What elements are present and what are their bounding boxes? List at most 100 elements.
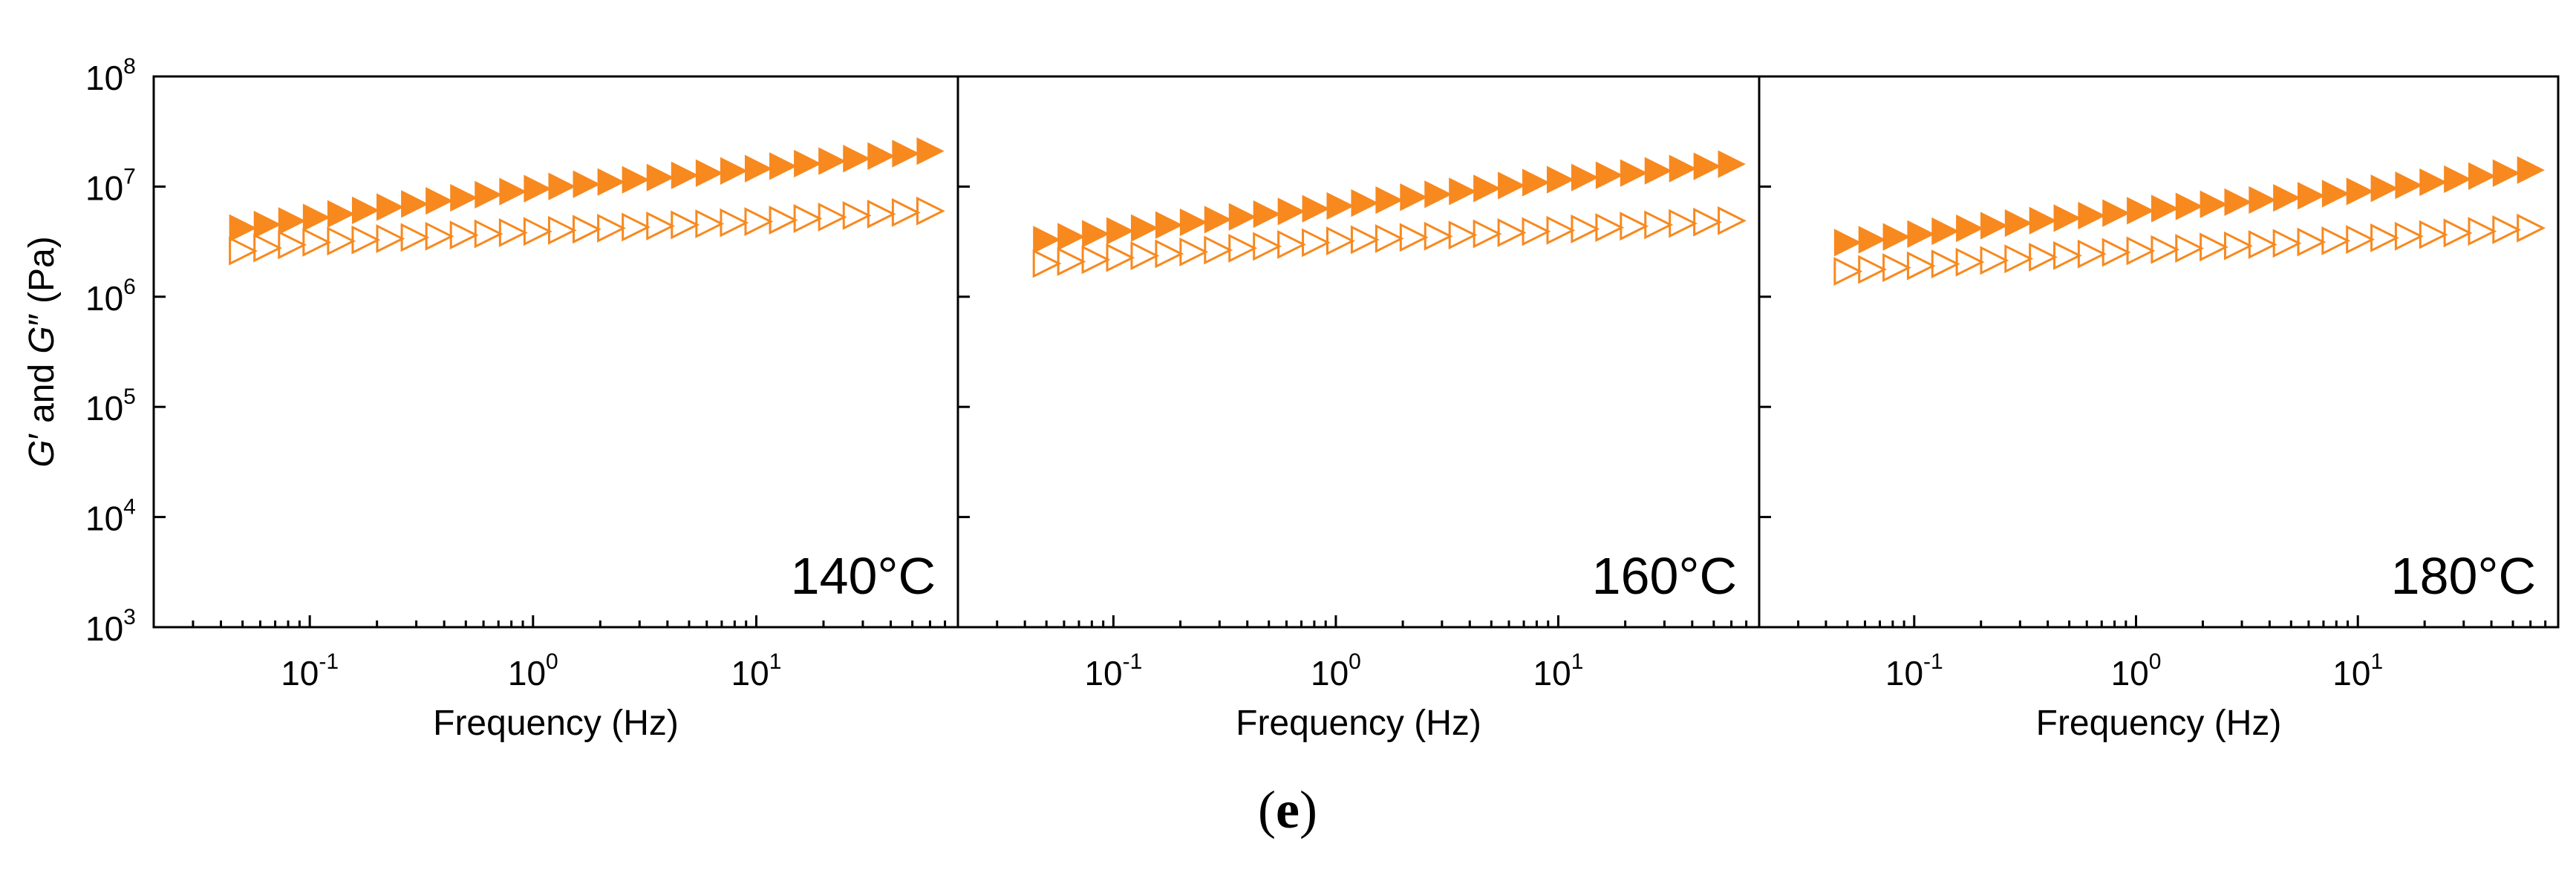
g-prime-point (695, 159, 724, 187)
y-tick-label: 106 (85, 275, 136, 318)
g-double-prime-point (1057, 247, 1086, 276)
g-prime-point (794, 149, 822, 178)
g-prime-point (867, 142, 896, 170)
g-prime-point (1980, 212, 2009, 240)
y-tick-label: 108 (85, 54, 136, 97)
g-double-prime-point (1228, 233, 1258, 263)
g-double-prime-point (842, 200, 872, 230)
g-prime-point (2200, 190, 2228, 218)
g-double-prime-point (1644, 210, 1674, 240)
x-tick-label: 10-1 (1885, 649, 1943, 692)
g-prime-point (1693, 152, 1721, 180)
g-prime-point (818, 147, 847, 175)
plot-frame (1758, 75, 2560, 629)
g-prime-point (573, 170, 601, 198)
y-axis-title: G′ and G″ (Pa) (22, 236, 62, 467)
panel-1: 10-1 100 101 Frequency (Hz) 140°C (152, 75, 959, 743)
g-prime-point (671, 161, 700, 189)
temperature-label: 140°C (791, 547, 936, 605)
g-double-prime-point (2053, 240, 2082, 270)
x-tick-label: 101 (1533, 649, 1584, 692)
g-double-prime-point (1669, 209, 1698, 238)
g-double-prime-point (2468, 217, 2497, 246)
g-prime-point (2004, 209, 2033, 238)
g-double-prime-point (229, 236, 258, 266)
g-double-prime-point (1130, 241, 1160, 271)
g-double-prime-point (1448, 220, 1478, 250)
g-prime-point (524, 174, 552, 203)
g-prime-point (2346, 177, 2374, 206)
g-double-prime-point (278, 230, 307, 260)
g-prime-point (1033, 226, 1061, 254)
g-prime-point (1522, 168, 1551, 197)
g-double-prime-point (1473, 219, 1502, 249)
g-double-prime-point (1277, 229, 1306, 259)
g-double-prime-point (1955, 247, 1985, 277)
temperature-label: 160°C (1592, 547, 1737, 605)
g-double-prime-point (2443, 218, 2473, 248)
g-prime-point (2224, 188, 2252, 216)
g-double-prime-point (891, 197, 921, 227)
chart-panels: 10-1 100 101 Frequency (Hz) 140°C 10-1 100 101 F… (85, 54, 2560, 743)
g-double-prime-point (916, 196, 945, 226)
g-prime-point (1179, 208, 1208, 237)
g-double-prime-point (2175, 234, 2205, 263)
g-double-prime-point (1620, 212, 1649, 241)
g-double-prime-point (523, 217, 552, 246)
g-double-prime-point (1399, 223, 1429, 252)
g-prime-point (475, 180, 503, 209)
g-prime-point (892, 140, 920, 168)
g-prime-point (1302, 194, 1330, 223)
g-prime-point (2151, 194, 2179, 223)
g-double-prime-point (2492, 215, 2522, 244)
g-double-prime-point (1375, 223, 1404, 253)
g-double-prime-point (2394, 221, 2424, 251)
g-prime-point (1130, 214, 1159, 242)
g-double-prime-point (2029, 243, 2058, 272)
temperature-label: 180°C (2391, 547, 2536, 605)
g-prime-point (327, 200, 356, 228)
g-prime-point (2444, 165, 2472, 194)
x-tick-label: 100 (508, 649, 558, 692)
x-axis-title: Frequency (Hz) (1236, 704, 1481, 743)
g-double-prime-point (1906, 251, 1936, 281)
g-prime-point (1253, 200, 1281, 229)
g-double-prime-point (1693, 207, 1722, 237)
g-double-prime-point (2419, 220, 2448, 249)
g-prime-point (2127, 197, 2155, 225)
g-prime-point (1424, 180, 1452, 209)
g-prime-point (1351, 189, 1379, 217)
g-double-prime-point (769, 206, 798, 235)
g-double-prime-point (720, 208, 749, 238)
g-prime-point (1082, 220, 1110, 248)
y-tick-label: 105 (85, 384, 136, 428)
g-double-prime-point (400, 223, 430, 252)
x-axis-title: Frequency (Hz) (2036, 704, 2282, 743)
series-G-prime (229, 137, 945, 242)
panel-caption: (e) (1258, 780, 1317, 839)
g-double-prime-point (2297, 227, 2326, 257)
g-double-prime-point (2004, 244, 2034, 274)
svg-text:(e): (e) (1258, 780, 1317, 839)
g-prime-point (1326, 191, 1354, 220)
g-double-prime-point (744, 207, 774, 236)
g-double-prime-point (1980, 246, 2009, 275)
g-prime-point (622, 166, 650, 194)
g-double-prime-point (1032, 249, 1062, 278)
g-double-prime-point (1350, 225, 1380, 255)
g-double-prime-point (2346, 225, 2376, 255)
g-prime-point (351, 196, 380, 225)
g-prime-point (2273, 183, 2301, 212)
g-prime-point (1204, 206, 1233, 234)
g-double-prime-point (793, 204, 823, 233)
svg-text:G′ and G″ (Pa): G′ and G″ (Pa) (22, 236, 62, 467)
g-double-prime-point (376, 224, 405, 254)
g-prime-point (1106, 217, 1135, 245)
g-double-prime-point (1424, 221, 1453, 251)
g-double-prime-point (695, 209, 725, 238)
g-double-prime-point (1179, 238, 1209, 266)
g-double-prime-point (498, 218, 528, 247)
g-prime-point (843, 145, 871, 173)
g-double-prime-point (2200, 232, 2228, 262)
